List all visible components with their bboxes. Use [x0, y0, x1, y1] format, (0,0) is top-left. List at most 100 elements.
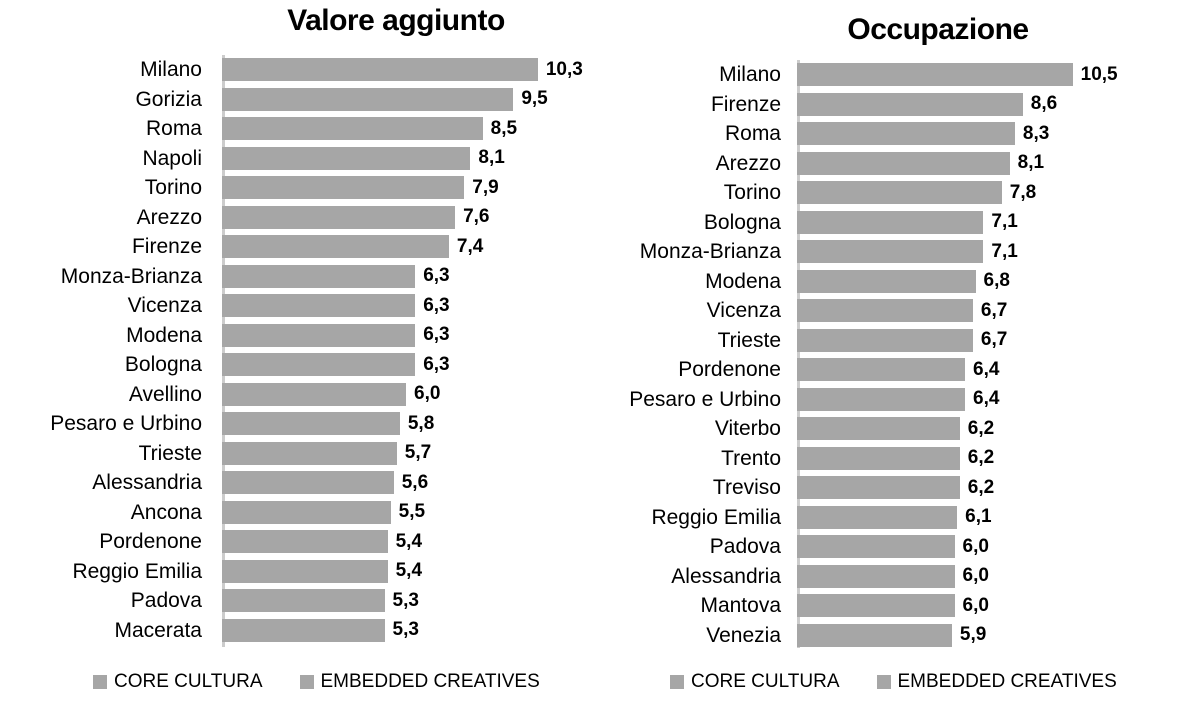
- category-label: Reggio Emilia: [651, 505, 781, 529]
- category-label: Roma: [145, 117, 202, 141]
- bar-track: 5,8: [222, 412, 590, 436]
- value-label: 5,6: [401, 471, 429, 493]
- category-label: Alessandria: [671, 564, 781, 588]
- bar-track: 6,3: [222, 323, 590, 347]
- bar: [797, 564, 955, 588]
- bar-row: Venezia 5,9: [600, 621, 1112, 651]
- category-axis-line: [222, 55, 225, 647]
- category-label: Vicenza: [127, 294, 202, 318]
- bar: [797, 181, 1002, 205]
- bar-track: 5,5: [222, 500, 590, 524]
- bar-row: Padova 5,3: [0, 586, 590, 616]
- value-label: 5,8: [407, 412, 435, 434]
- value-label: 5,5: [398, 501, 426, 523]
- value-label: 6,0: [414, 383, 441, 405]
- bar: [222, 176, 465, 200]
- bar: [222, 441, 397, 465]
- bar: [797, 535, 955, 559]
- value-label: 6,8: [983, 270, 1010, 292]
- bar: [222, 500, 391, 524]
- category-label: Bologna: [703, 210, 781, 234]
- legend-label: EMBEDDED CREATIVES: [320, 671, 540, 692]
- category-label: Pordenone: [99, 530, 202, 554]
- category-label: Modena: [705, 269, 781, 293]
- bar-track: 6,4: [797, 358, 1112, 382]
- bar: [222, 264, 416, 288]
- bar: [797, 505, 958, 529]
- bar-track: 7,6: [222, 205, 590, 229]
- legend-item-core-cultura: CORE CULTURA: [93, 671, 263, 693]
- category-label: Macerata: [114, 618, 202, 642]
- category-label: Trento: [721, 446, 781, 470]
- bar-track: 5,6: [222, 471, 590, 495]
- category-axis-line: [797, 60, 800, 648]
- category-label: Pordenone: [678, 358, 781, 382]
- bar-row: Napoli 8,1: [0, 144, 590, 174]
- legend-swatch-icon: [93, 675, 107, 689]
- legend-item-embedded-creatives: EMBEDDED CREATIVES: [299, 671, 540, 693]
- bar-track: 5,4: [222, 530, 590, 554]
- category-label: Firenze: [131, 235, 202, 259]
- bar-row: Padova 6,0: [600, 532, 1112, 562]
- bar: [797, 299, 973, 323]
- bar-track: 8,6: [797, 92, 1112, 116]
- bar-row: Treviso 6,2: [600, 473, 1112, 503]
- legend-label: CORE CULTURA: [691, 671, 840, 692]
- bar-track: 8,3: [797, 122, 1112, 146]
- legend-item-embedded-creatives: EMBEDDED CREATIVES: [876, 671, 1117, 693]
- bar: [797, 358, 965, 382]
- bar-row: Alessandria 5,6: [0, 468, 590, 498]
- bar-track: 6,3: [222, 264, 590, 288]
- bar-track: 6,4: [797, 387, 1112, 411]
- bar-track: 9,5: [222, 87, 590, 111]
- bar-track: 10,5: [797, 63, 1118, 87]
- value-label: 5,4: [395, 530, 423, 552]
- bar: [222, 117, 483, 141]
- bar-track: 5,3: [222, 589, 590, 613]
- bar-track: 6,0: [797, 535, 1112, 559]
- category-label: Modena: [126, 323, 202, 347]
- value-label: 5,4: [395, 560, 423, 582]
- bar: [797, 417, 960, 441]
- category-label: Arezzo: [136, 205, 202, 229]
- value-label: 8,3: [1022, 122, 1050, 144]
- value-label: 7,8: [1009, 181, 1037, 203]
- bar-track: 8,1: [222, 146, 590, 170]
- bar-row: Viterbo 6,2: [600, 414, 1112, 444]
- bar: [797, 122, 1015, 146]
- category-label: Milano: [140, 58, 202, 82]
- bar: [797, 476, 960, 500]
- bar: [222, 382, 406, 406]
- category-label: Monza-Brianza: [60, 264, 202, 288]
- category-label: Padova: [130, 589, 202, 613]
- bar-row: Ancona 5,5: [0, 498, 590, 528]
- bar: [797, 623, 952, 647]
- value-label: 8,6: [1030, 93, 1058, 115]
- value-label: 6,0: [962, 565, 989, 587]
- bar-row: Gorizia 9,5: [0, 85, 590, 115]
- value-label: 6,2: [967, 447, 995, 469]
- legend-swatch-icon: [876, 675, 891, 689]
- value-label: 8,1: [478, 147, 505, 169]
- value-label: 7,1: [991, 211, 1018, 233]
- value-label: 6,3: [423, 294, 450, 316]
- bar-row: Vicenza 6,3: [0, 291, 590, 321]
- value-label: 5,3: [392, 619, 419, 641]
- bar-track: 6,0: [797, 564, 1112, 588]
- bar-row: Reggio Emilia 6,1: [600, 503, 1112, 533]
- bar: [797, 210, 984, 234]
- bar-track: 6,2: [797, 446, 1112, 470]
- bar-track: 8,5: [222, 117, 590, 141]
- category-label: Arezzo: [715, 151, 781, 175]
- value-label: 6,0: [962, 594, 989, 616]
- bar: [222, 235, 449, 259]
- category-label: Trieste: [717, 328, 781, 352]
- bar-track: 6,0: [222, 382, 590, 406]
- chart-title: Valore aggiunto: [287, 4, 505, 37]
- bar-row: Vicenza 6,7: [600, 296, 1112, 326]
- bar-track: 7,1: [797, 210, 1112, 234]
- bar: [222, 87, 514, 111]
- bar-row: Bologna 7,1: [600, 208, 1112, 238]
- bar: [222, 530, 388, 554]
